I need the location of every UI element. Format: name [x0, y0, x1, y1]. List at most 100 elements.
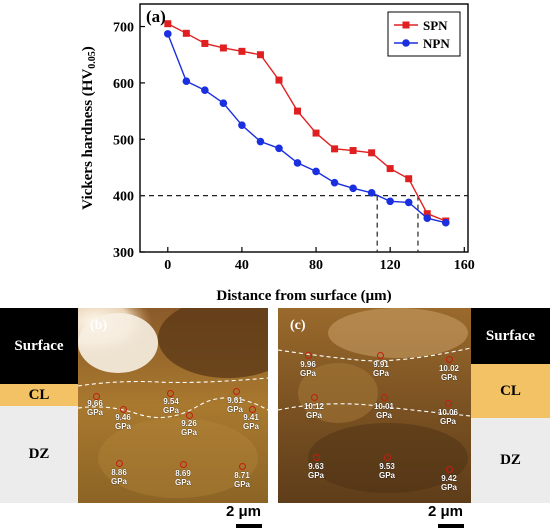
hardness-value: 9.61 GPa: [226, 396, 243, 414]
data-point-spn: [312, 129, 320, 137]
hardness-value: 10.01 GPa: [373, 402, 395, 420]
data-point-npn: [367, 189, 376, 197]
panel-b-label: (b): [90, 318, 108, 333]
legend-marker: [402, 21, 410, 29]
hardness-value: 9.53 GPa: [378, 462, 395, 480]
indent-marker: [445, 400, 452, 407]
layer-dz-left-label: DZ: [28, 446, 50, 462]
indent-marker: [167, 390, 174, 397]
micrograph-panel-c: (c) 9.96 GPa 9.91 GPa 10.02 GPa 10.12 GPa 10…: [278, 308, 550, 503]
data-point-spn: [405, 175, 413, 183]
x-tick-label: 40: [235, 258, 249, 273]
data-point-spn: [164, 20, 172, 28]
legend-label-spn: SPN: [423, 18, 448, 33]
plot-frame: [139, 3, 469, 253]
layer-dz-right-label: DZ: [500, 452, 521, 468]
indent-marker: [116, 460, 123, 467]
indent-marker: [381, 394, 388, 401]
x-tick-label: 0: [164, 258, 171, 273]
data-point-spn: [423, 210, 431, 218]
data-point-npn: [441, 218, 450, 227]
indent-marker: [313, 454, 320, 461]
data-point-npn: [330, 178, 339, 187]
indent-marker: [186, 412, 193, 419]
data-point-spn: [386, 165, 394, 173]
layer-surface-right-label: Surface: [485, 327, 536, 344]
y-tick-label: 500: [113, 133, 134, 148]
data-point-spn: [294, 107, 302, 115]
panel-c-label: (c): [290, 318, 306, 333]
micrograph-b-image: [78, 308, 268, 503]
plot-area: 300 400 500 600 700 0 40 80 120 160: [113, 3, 475, 273]
x-tick-label: 120: [380, 258, 401, 273]
legend-box: [387, 11, 461, 57]
indent-marker: [233, 388, 240, 395]
layer-cl-left-label: CL: [28, 386, 50, 403]
indent-marker: [120, 406, 127, 413]
data-point-spn: [256, 51, 264, 59]
hardness-value: 9.41 GPa: [242, 413, 259, 431]
layer-cl-right-label: CL: [500, 382, 521, 399]
micrograph-panel-b: Surface CL DZ (b) 9.66 GPa 9.46 GPa 9.54 GP…: [0, 308, 268, 503]
hardness-value: 9.26 GPa: [180, 419, 197, 437]
y-tick-label: 400: [113, 190, 134, 205]
data-point-spn: [331, 145, 339, 153]
x-tick-label: 160: [454, 258, 475, 273]
hardness-value: 8.86 GPa: [110, 468, 127, 486]
data-point-npn: [182, 77, 191, 86]
indent-marker: [249, 406, 256, 413]
hardness-value: 8.69 GPa: [174, 469, 191, 487]
data-point-spn: [275, 76, 283, 84]
hardness-value: 10.12 GPa: [303, 402, 325, 420]
indent-marker: [384, 454, 391, 461]
y-tick-label: 600: [113, 77, 134, 92]
indent-marker: [377, 352, 384, 359]
hardness-value: 9.42 GPa: [440, 474, 457, 492]
hardness-value: 10.06 GPa: [437, 408, 459, 426]
data-point-spn: [201, 39, 209, 47]
hardness-value: 9.54 GPa: [162, 397, 179, 415]
legend: SPN NPN: [387, 11, 461, 57]
indent-marker: [305, 352, 312, 359]
hardness-value: 9.46 GPa: [114, 413, 131, 431]
layer-dz-left: DZ: [0, 406, 78, 503]
legend-label-npn: NPN: [423, 36, 450, 51]
data-point-npn: [386, 197, 394, 206]
y-tick-label: 700: [113, 21, 134, 36]
data-point-npn: [163, 30, 172, 38]
layer-cl-right: CL: [471, 364, 550, 418]
data-point-npn: [219, 99, 228, 107]
x-tick-label: 80: [309, 258, 323, 273]
hardness-value: 9.91 GPa: [372, 360, 389, 378]
layer-surface-left-label: Surface: [14, 337, 64, 354]
series-line-npn: [167, 33, 446, 224]
x-axis-title: Distance from surface (μm): [216, 288, 391, 304]
data-point-npn: [275, 144, 283, 153]
hardness-value: 10.02 GPa: [438, 364, 460, 382]
scale-label-left: 2 μm: [226, 503, 262, 520]
indent-marker: [180, 461, 187, 468]
panel-a-label: (a): [146, 7, 166, 26]
data-point-npn: [404, 198, 413, 207]
hardness-value: 9.63 GPa: [307, 462, 324, 480]
series-line-spn: [167, 23, 447, 222]
legend-marker: [402, 39, 410, 47]
data-point-spn: [219, 44, 227, 52]
indent-marker: [93, 393, 100, 400]
indent-marker: [446, 356, 453, 363]
y-axis-title-subscript: 0.05: [87, 51, 98, 69]
data-point-npn: [349, 184, 357, 193]
y-axis-title-main: Vickers hardness (HV: [80, 69, 96, 210]
data-point-spn: [368, 149, 376, 157]
hardness-chart: 300 400 500 600 700 0 40 80 120 160 (a) Distance …: [80, 3, 475, 304]
data-point-npn: [312, 167, 320, 176]
layer-dz-right: DZ: [471, 418, 550, 503]
scale-label-right: 2 μm: [428, 503, 464, 520]
layer-surface-left: Surface: [0, 308, 78, 384]
layer-surface-right: Surface: [471, 308, 550, 364]
y-tick-label: 300: [113, 246, 134, 261]
data-point-spn: [238, 47, 246, 55]
scale-bar-right: [438, 524, 464, 528]
hardness-value: 9.96 GPa: [299, 360, 316, 378]
data-point-npn: [423, 214, 432, 222]
